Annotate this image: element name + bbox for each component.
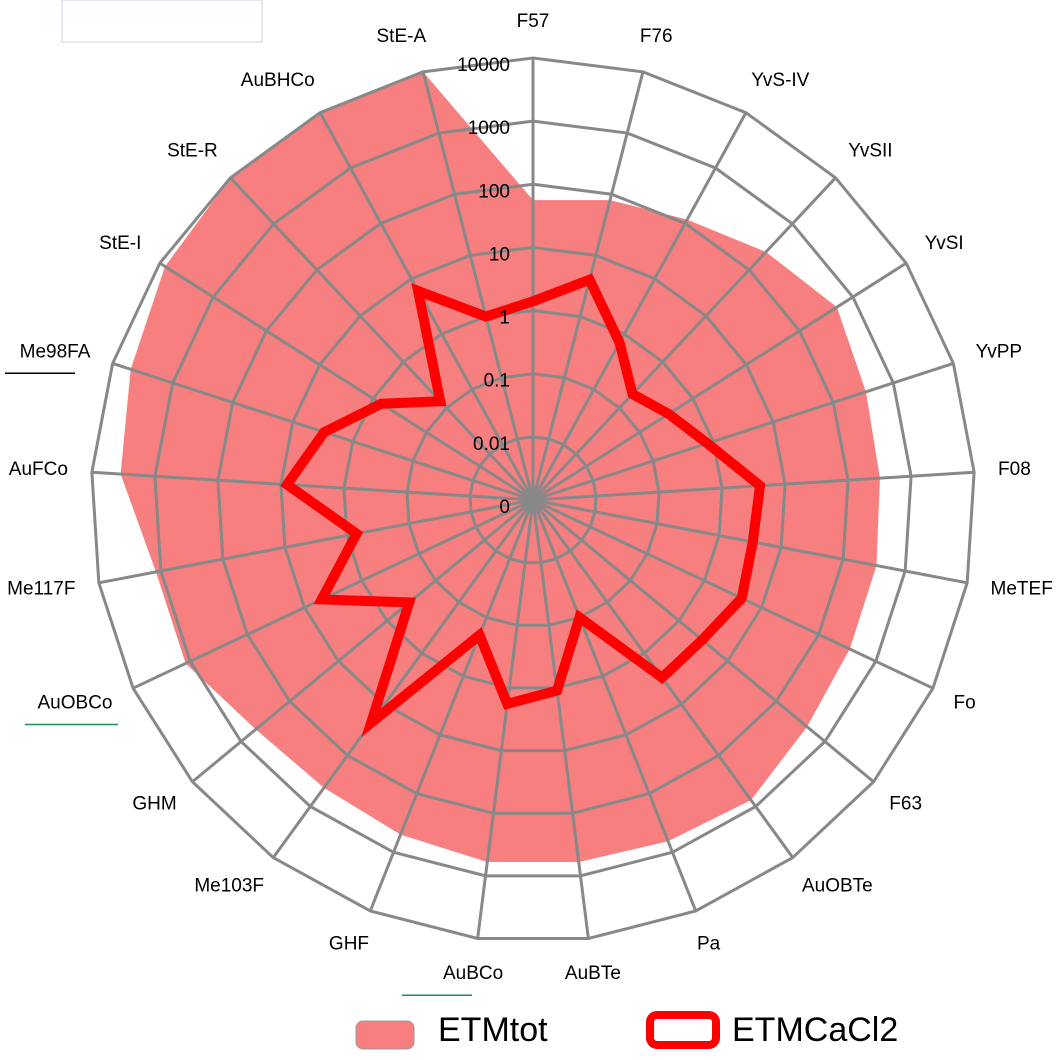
spoke [159,261,534,502]
category-label: AuBCo [443,963,503,984]
category-label: GHM [132,794,176,815]
category-label: YvSI [925,233,964,254]
spoke [532,498,934,690]
category-label: YvSII [848,141,892,162]
grid-ring [90,56,976,941]
category-label: Me117F [7,579,75,600]
grid-ring [468,435,598,565]
spoke [191,498,534,783]
category-label: Me98FA [20,341,91,362]
spoke [532,361,954,502]
text-layer: 0 0.01 0.1 1 10 100 1000 10000 F57 F76 YvS-IV YvSII… [5,11,1053,1050]
category-label: AuOBTe [802,876,873,897]
tick-label: 1000 [468,118,510,139]
legend-swatch [646,1011,720,1049]
spoke [531,176,837,502]
tick-label: 10 [489,244,510,265]
spoke [318,111,535,501]
grid-ring [279,245,787,753]
category-label: YvS-IV [751,70,809,91]
tick-label: 0.1 [484,371,510,392]
category-label: F57 [517,11,550,32]
category-label: GHF [329,933,369,954]
tick-label: 10000 [457,55,510,76]
tick-label: 1 [499,308,510,329]
line-layer [280,273,766,738]
tick-label: 0.01 [473,434,510,455]
legend-swatch [355,1020,415,1050]
category-label: AuOBCo [38,693,113,714]
category-label: Pa [697,933,721,954]
category-label: F63 [889,794,922,815]
category-label: F76 [640,26,673,47]
category-label: StE-A [377,26,427,47]
spoke [532,261,907,502]
spoke [368,499,535,912]
category-label: StE-I [99,233,141,254]
tick-label: 100 [478,181,510,202]
grid-ring [405,372,661,627]
category-label: AuBHCo [241,70,315,91]
spoke [531,111,748,501]
legend-label: ETMtot [438,1011,548,1049]
spoke [421,71,535,501]
category-label: AuFCo [9,459,68,480]
spoke [476,499,535,939]
category-label: Me103F [194,876,264,897]
spoke [229,176,535,502]
spoke [531,499,698,912]
category-label: MeTEF [991,579,1053,600]
line [280,273,766,738]
category-label: F08 [998,459,1031,480]
spoke [271,499,535,859]
logo [61,0,263,43]
spoke [98,498,534,585]
legend-label: ETMCaCl2 [732,1011,898,1049]
tick-label: 0 [499,497,510,518]
spoke [132,498,534,690]
spoke [531,499,590,939]
grid-ring [153,119,913,878]
grid-ring [216,182,850,815]
category-label: AuBTe [565,963,621,984]
category-label: StE-R [167,141,218,162]
grid-layer [90,56,976,941]
category-label: YvPP [976,341,1022,362]
spoke [91,470,534,502]
category-label: Fo [954,693,976,714]
